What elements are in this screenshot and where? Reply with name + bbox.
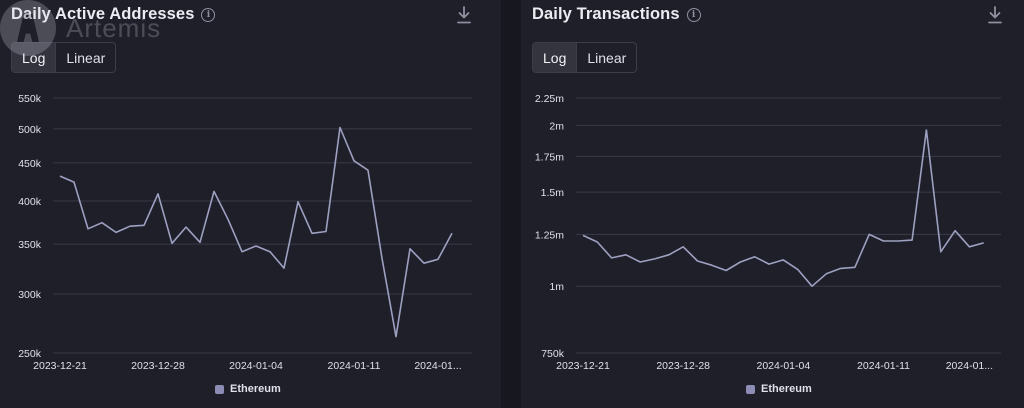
x-tick-label: 2023-12-21 <box>33 360 87 372</box>
y-tick-label: 2m <box>549 120 564 132</box>
info-icon[interactable]: i <box>686 7 701 22</box>
y-tick-label: 1m <box>549 281 564 293</box>
scale-linear-button[interactable]: Linear <box>577 43 636 72</box>
y-tick-label: 450k <box>18 158 42 170</box>
download-icon[interactable] <box>987 6 1003 24</box>
legend-label: Ethereum <box>230 383 281 395</box>
y-tick-label: 1.5m <box>541 187 565 199</box>
chart-legend[interactable]: Ethereum <box>746 383 812 395</box>
y-tick-label: 500k <box>18 124 42 136</box>
x-tick-label: 2024-01-04 <box>229 360 283 372</box>
y-tick-label: 300k <box>18 289 42 301</box>
x-tick-label: 2024-01-04 <box>756 360 810 372</box>
y-tick-label: 1.75m <box>535 151 564 163</box>
active-addresses-chart: 250k 300k 350k 400k 450k 500k 550k 2023-12-21 20… <box>18 93 472 372</box>
y-tick-label: 750k <box>541 348 565 360</box>
panel-header: Daily Active Addresses i <box>11 5 216 24</box>
series-line-ethereum <box>59 126 453 338</box>
x-tick-label: 2024-01-11 <box>328 360 381 372</box>
y-tick-label: 1.25m <box>535 229 564 241</box>
panel-header: Daily Transactions i <box>532 5 701 24</box>
x-tick-label: 2024-01... <box>946 360 993 372</box>
legend-label: Ethereum <box>761 383 812 395</box>
y-tick-label: 400k <box>18 196 42 208</box>
download-icon[interactable] <box>456 6 472 24</box>
y-tick-label: 350k <box>18 239 42 251</box>
panel-title: Daily Active Addresses <box>11 5 195 23</box>
y-tick-label: 2.25m <box>535 93 564 105</box>
x-tick-label: 2024-01... <box>414 360 461 372</box>
y-tick-label: 250k <box>18 348 42 360</box>
panel-gutter <box>501 0 521 408</box>
series-line-ethereum <box>582 129 984 287</box>
x-tick-label: 2024-01-11 <box>857 360 910 372</box>
toggle-divider <box>55 43 57 72</box>
scale-linear-button[interactable]: Linear <box>56 43 115 72</box>
scale-log-button[interactable]: Log <box>533 43 577 72</box>
legend-swatch <box>215 384 224 394</box>
info-icon[interactable]: i <box>201 7 216 22</box>
x-tick-label: 2023-12-28 <box>656 360 710 372</box>
chart-panel-transactions: Daily Transactions i Log Linear 750k 1m 1.… <box>521 0 1024 408</box>
x-tick-label: 2023-12-21 <box>556 360 610 372</box>
x-tick-label: 2023-12-28 <box>131 360 185 372</box>
scale-toggle: Log Linear <box>11 42 117 73</box>
chart-panel-active-addresses: Daily Active Addresses i Log Linear 250k… <box>0 0 501 408</box>
y-tick-label: 550k <box>18 93 42 105</box>
toggle-divider <box>576 43 578 72</box>
panel-title: Daily Transactions <box>532 5 680 23</box>
scale-log-button[interactable]: Log <box>12 43 56 72</box>
transactions-chart: 750k 1m 1.25m 1.5m 1.75m 2m 2.25m 2023-12-21 202… <box>535 93 1001 372</box>
scale-toggle: Log Linear <box>532 42 638 73</box>
legend-swatch <box>746 384 755 394</box>
chart-legend[interactable]: Ethereum <box>215 383 281 395</box>
